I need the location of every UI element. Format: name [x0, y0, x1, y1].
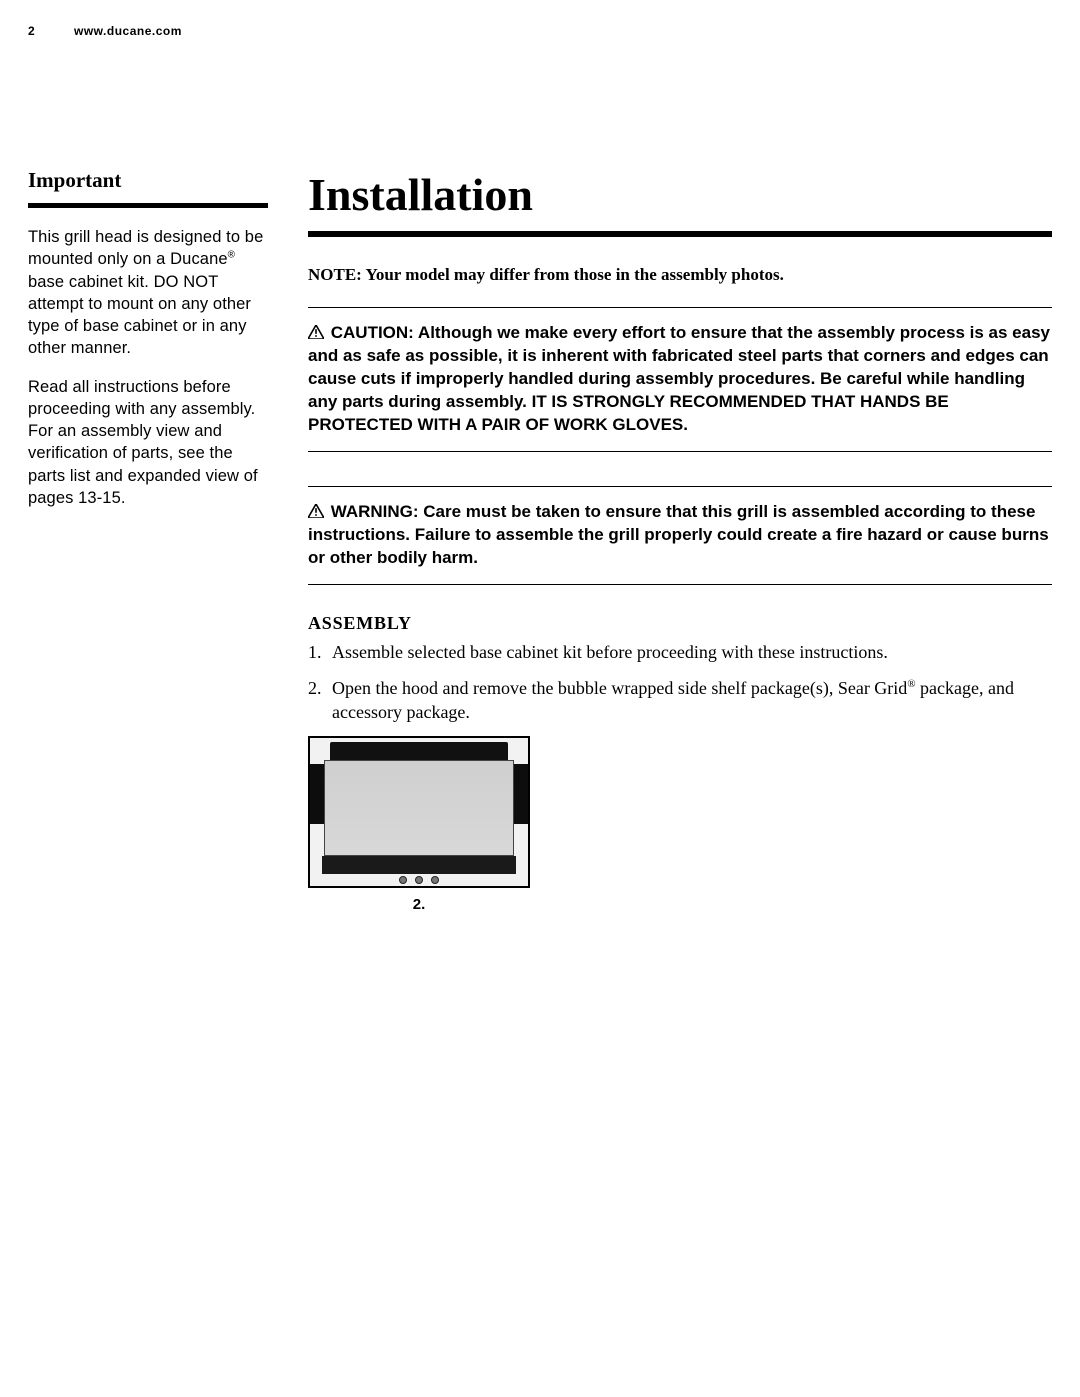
spacer [308, 452, 1052, 486]
warning-text: WARNING: Care must be taken to ensure th… [308, 502, 1049, 567]
sidebar-para-1: This grill head is designed to be mounte… [28, 226, 268, 360]
sidebar-para-2: Read all instructions before proceeding … [28, 376, 268, 510]
grill-shelf-shape [308, 764, 324, 824]
warning-block: WARNING: Care must be taken to ensure th… [308, 487, 1052, 584]
caution-block: CAUTION: Although we make every effort t… [308, 308, 1052, 451]
registered-mark-icon: ® [228, 250, 235, 261]
sidebar-heading: Important [28, 168, 268, 193]
step-text: Open the hood and remove the bubble wrap… [332, 676, 1052, 725]
sidebar: Important This grill head is designed to… [28, 168, 268, 913]
list-item: 2. Open the hood and remove the bubble w… [308, 676, 1052, 725]
assembly-steps: 1. Assemble selected base cabinet kit be… [308, 640, 1052, 725]
caution-text: CAUTION: Although we make every effort t… [308, 323, 1050, 434]
warning-triangle-icon [308, 504, 324, 518]
assembly-heading: ASSEMBLY [308, 613, 1052, 634]
grill-hood-shape [330, 742, 508, 760]
grill-knobs-shape [399, 876, 439, 884]
page-title: Installation [308, 168, 1052, 221]
running-header: 2 www.ducane.com [28, 24, 1052, 38]
model-note: NOTE: Your model may differ from those i… [308, 265, 1052, 285]
header-url: www.ducane.com [74, 24, 182, 38]
grill-shelf-shape [514, 764, 530, 824]
list-item: 1. Assemble selected base cabinet kit be… [308, 640, 1052, 664]
caution-triangle-icon [308, 325, 324, 339]
step-number: 2. [308, 676, 332, 725]
assembly-figure [308, 736, 530, 888]
page-number: 2 [28, 24, 74, 38]
step-text: Assemble selected base cabinet kit befor… [332, 640, 1052, 664]
page: 2 www.ducane.com Important This grill he… [0, 0, 1080, 913]
grill-body-shape [324, 760, 514, 856]
step-number: 1. [308, 640, 332, 664]
content-columns: Important This grill head is designed to… [28, 168, 1052, 913]
divider [308, 584, 1052, 585]
registered-mark-icon: ® [907, 678, 915, 690]
grill-tray-shape [322, 856, 516, 874]
figure-caption: 2. [308, 896, 530, 913]
title-rule [308, 231, 1052, 237]
sidebar-rule [28, 203, 268, 208]
figure-wrap: 2. [308, 736, 1052, 913]
main-column: Installation NOTE: Your model may differ… [308, 168, 1052, 913]
